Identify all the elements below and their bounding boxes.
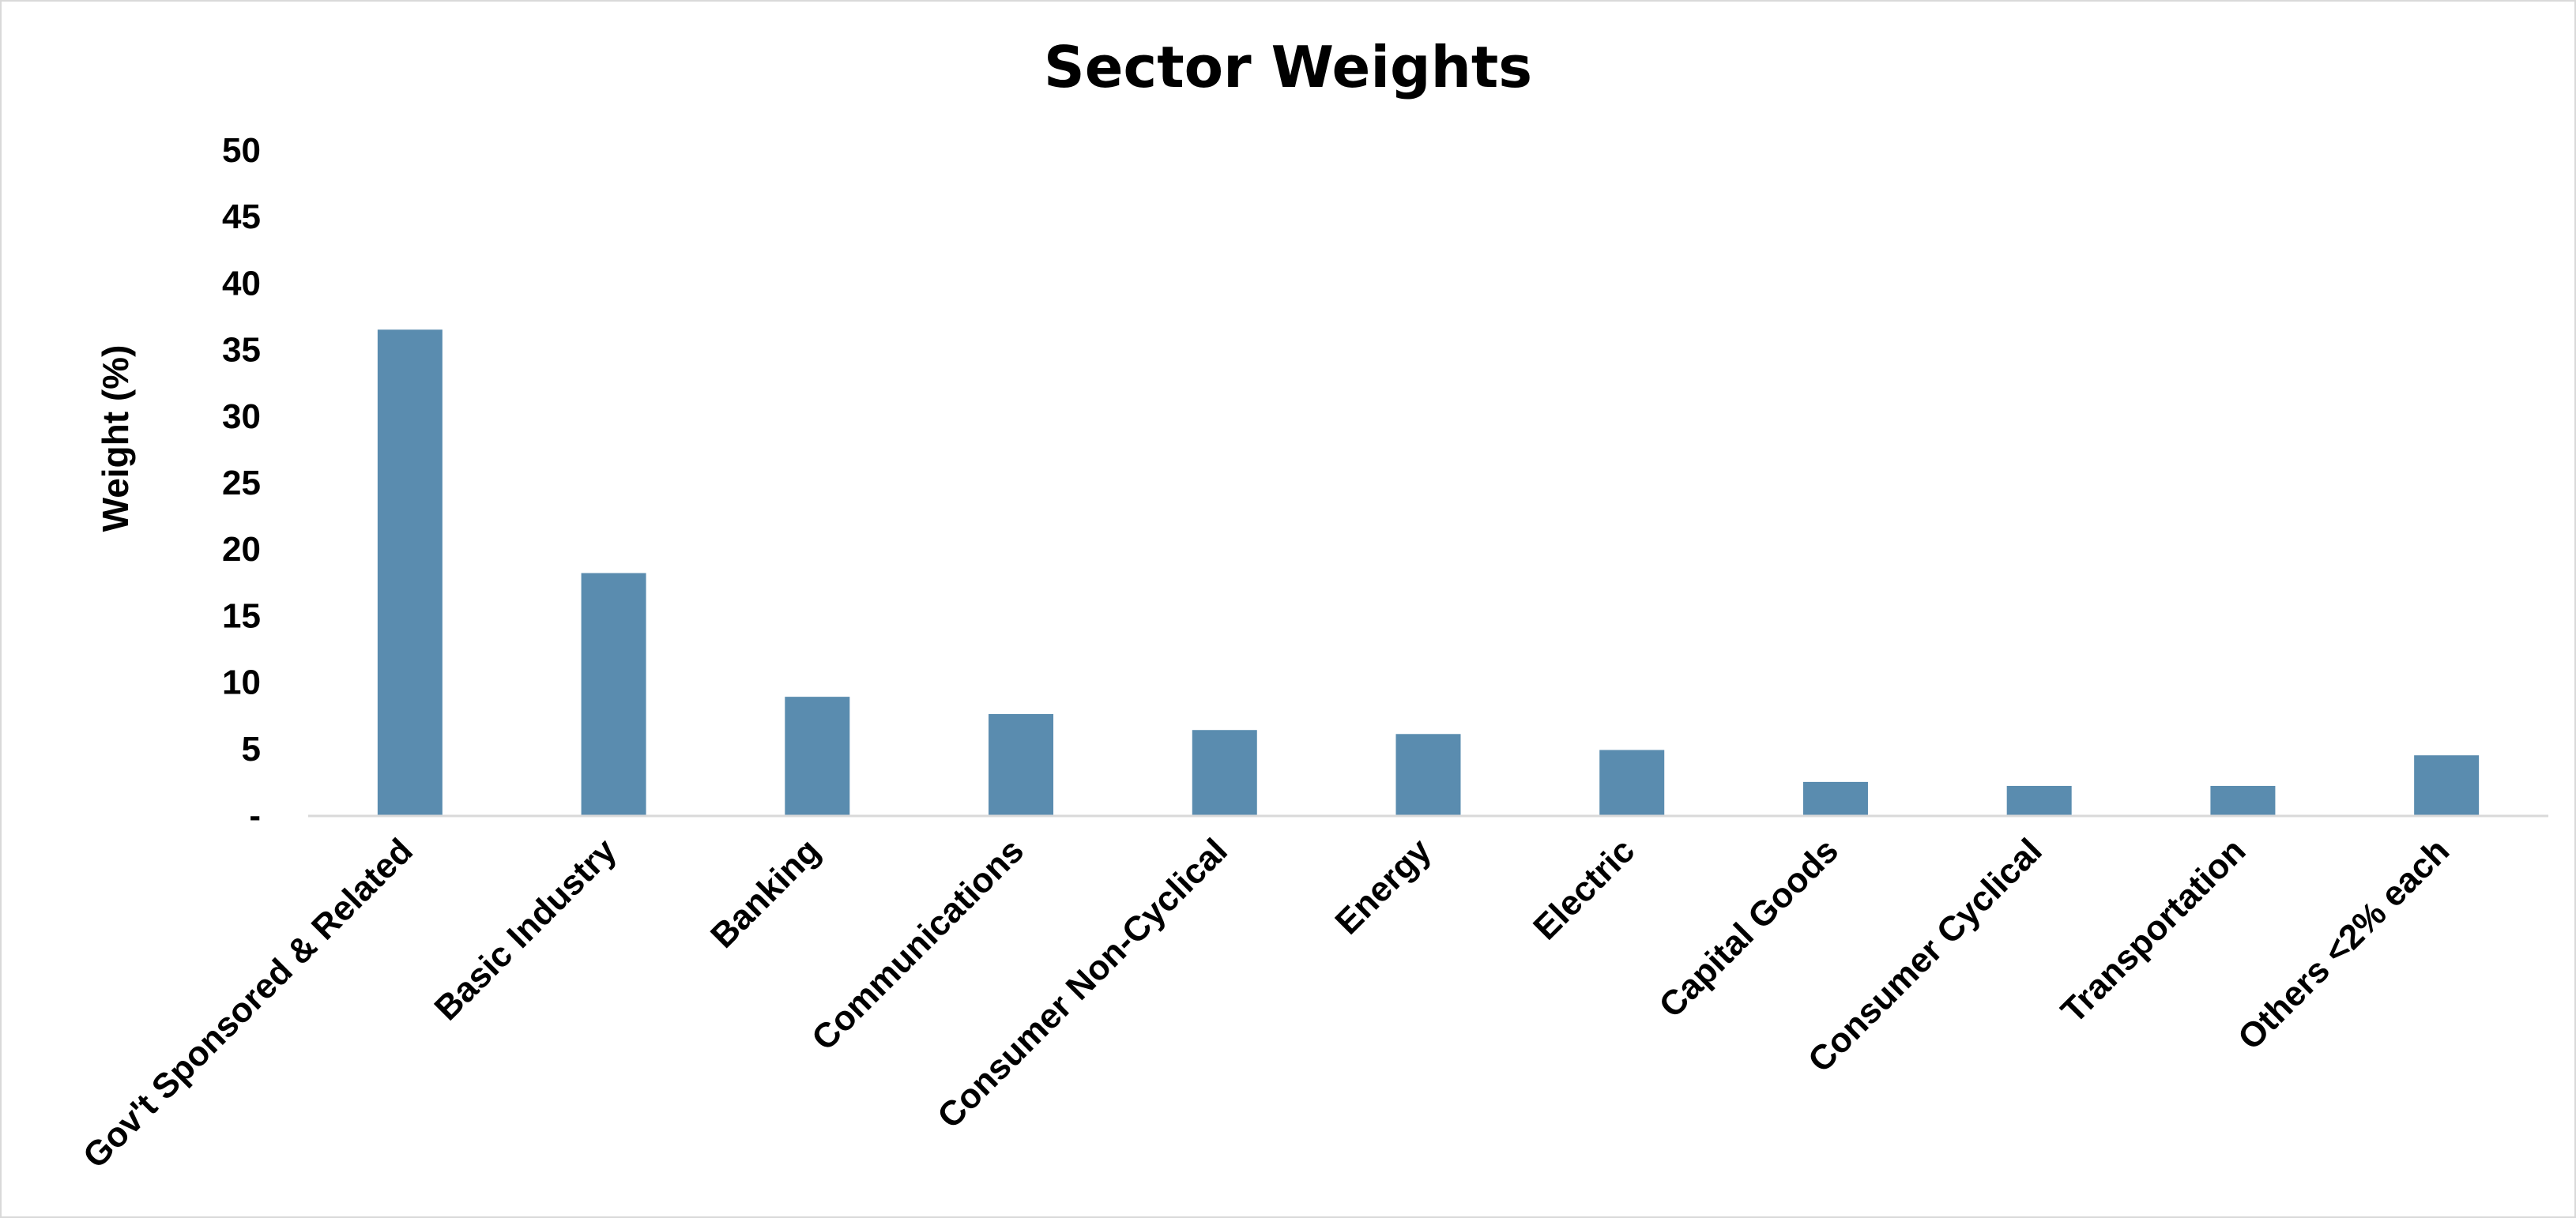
x-tick-label: Capital Goods — [1651, 831, 1846, 1025]
x-tick-label: Transportation — [2054, 831, 2253, 1030]
x-tick-label: Banking — [703, 831, 827, 955]
chart-title: Sector Weights — [1044, 34, 1532, 100]
bar — [2414, 755, 2480, 815]
x-axis-labels: Gov't Sponsored & Related Basic Industry B… — [76, 831, 2457, 1176]
x-tick-label: Consumer Cyclical — [1801, 831, 2050, 1080]
y-tick-label: 30 — [222, 397, 261, 436]
x-tick-label: Gov't Sponsored & Related — [76, 831, 420, 1175]
y-tick-label: 25 — [222, 464, 261, 502]
y-tick-label: 10 — [222, 664, 261, 702]
bar — [989, 714, 1054, 815]
y-axis-ticks: - 5 10 15 20 25 30 35 40 45 50 — [222, 131, 261, 835]
bar — [1802, 781, 1868, 815]
x-tick-label: Energy — [1328, 831, 1438, 942]
x-tick-label: Basic Industry — [427, 831, 624, 1028]
bar — [1599, 750, 1665, 815]
y-tick-label: 20 — [222, 530, 261, 569]
x-tick-label: Others <2% each — [2231, 831, 2457, 1057]
bar — [785, 697, 850, 815]
x-tick-label: Electric — [1526, 831, 1642, 947]
y-tick-label: 5 — [242, 730, 261, 769]
bar — [1395, 734, 1461, 815]
bars — [377, 329, 2480, 816]
y-axis-title: Weight (%) — [95, 345, 136, 532]
y-tick-label: 45 — [222, 197, 261, 236]
bar — [377, 329, 443, 816]
y-tick-label: 35 — [222, 331, 261, 370]
bar — [1192, 730, 1257, 815]
bar — [2006, 785, 2072, 815]
y-tick-label: - — [249, 796, 261, 835]
y-tick-label: 15 — [222, 596, 261, 635]
y-tick-label: 50 — [222, 131, 261, 170]
y-tick-label: 40 — [222, 264, 261, 303]
bar — [581, 573, 646, 815]
bar — [2210, 785, 2276, 815]
x-tick-label: Communications — [804, 831, 1031, 1058]
